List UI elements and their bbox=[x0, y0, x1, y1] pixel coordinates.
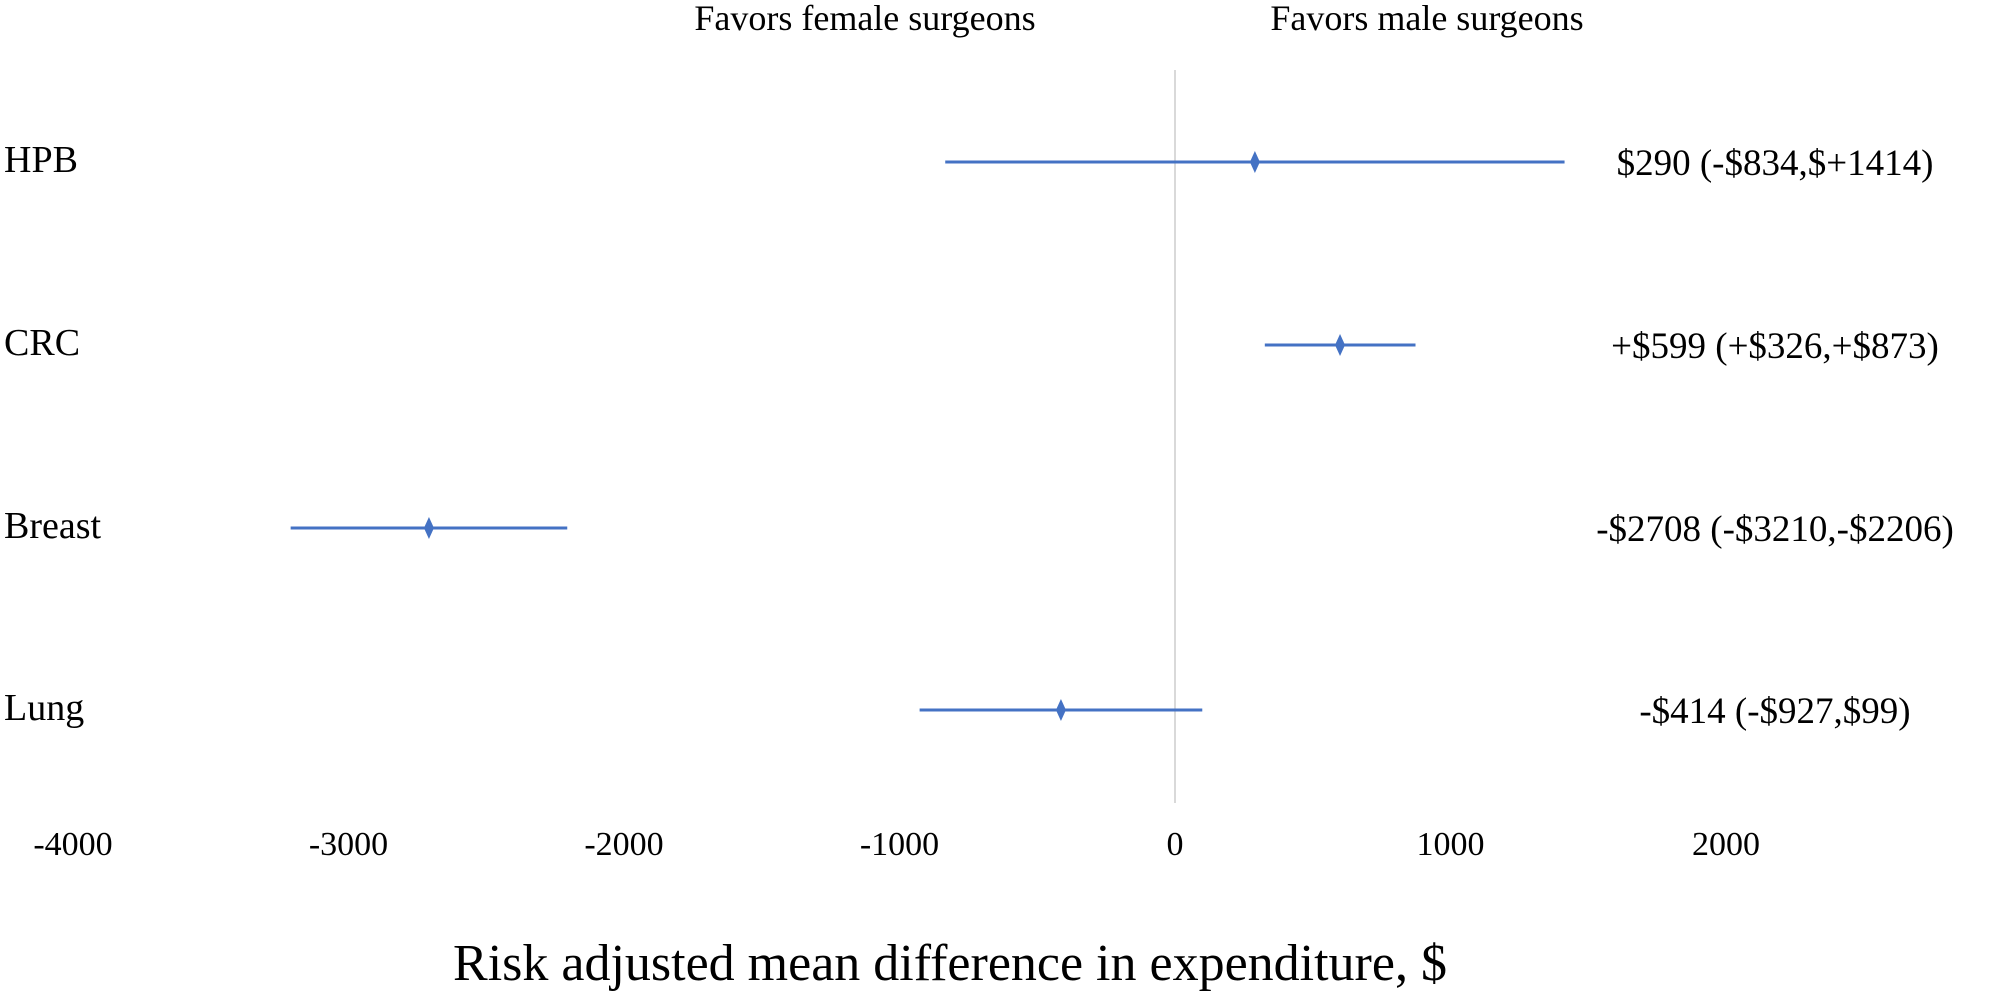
x-axis-label: Risk adjusted mean difference in expendi… bbox=[453, 935, 1447, 992]
estimate-label-crc: +$599 (+$326,+$873) bbox=[1611, 326, 1939, 367]
x-tick-label: 2000 bbox=[1692, 826, 1760, 863]
x-tick-label: 0 bbox=[1167, 826, 1184, 863]
estimate-label-hpb: $290 (-$834,$+1414) bbox=[1617, 143, 1934, 184]
x-tick-label: -3000 bbox=[309, 826, 388, 863]
header-favors-female: Favors female surgeons bbox=[694, 0, 1035, 38]
x-tick-label: -1000 bbox=[860, 826, 939, 863]
x-tick-label: -4000 bbox=[33, 826, 112, 863]
x-tick-label: 1000 bbox=[1417, 826, 1485, 863]
estimate-label-breast: -$2708 (-$3210,-$2206) bbox=[1596, 509, 1954, 550]
x-axis-ticks: -4000 -3000 -2000 -1000 0 1000 2000 bbox=[33, 826, 1760, 863]
estimate-marker-breast bbox=[423, 517, 434, 539]
estimate-marker-crc bbox=[1335, 334, 1346, 356]
category-label-crc: CRC bbox=[4, 322, 80, 364]
x-tick-label: -2000 bbox=[584, 826, 663, 863]
header-favors-male: Favors male surgeons bbox=[1270, 0, 1583, 38]
category-label-breast: Breast bbox=[4, 505, 102, 547]
estimate-label-lung: -$414 (-$927,$99) bbox=[1639, 691, 1910, 732]
estimate-marker-lung bbox=[1055, 699, 1066, 721]
category-label-hpb: HPB bbox=[4, 139, 78, 181]
plot-marks: HPB $290 (-$834,$+1414) CRC +$599 (+$326,+$… bbox=[4, 139, 1954, 732]
estimate-marker-hpb bbox=[1249, 151, 1260, 173]
category-label-lung: Lung bbox=[4, 687, 84, 729]
